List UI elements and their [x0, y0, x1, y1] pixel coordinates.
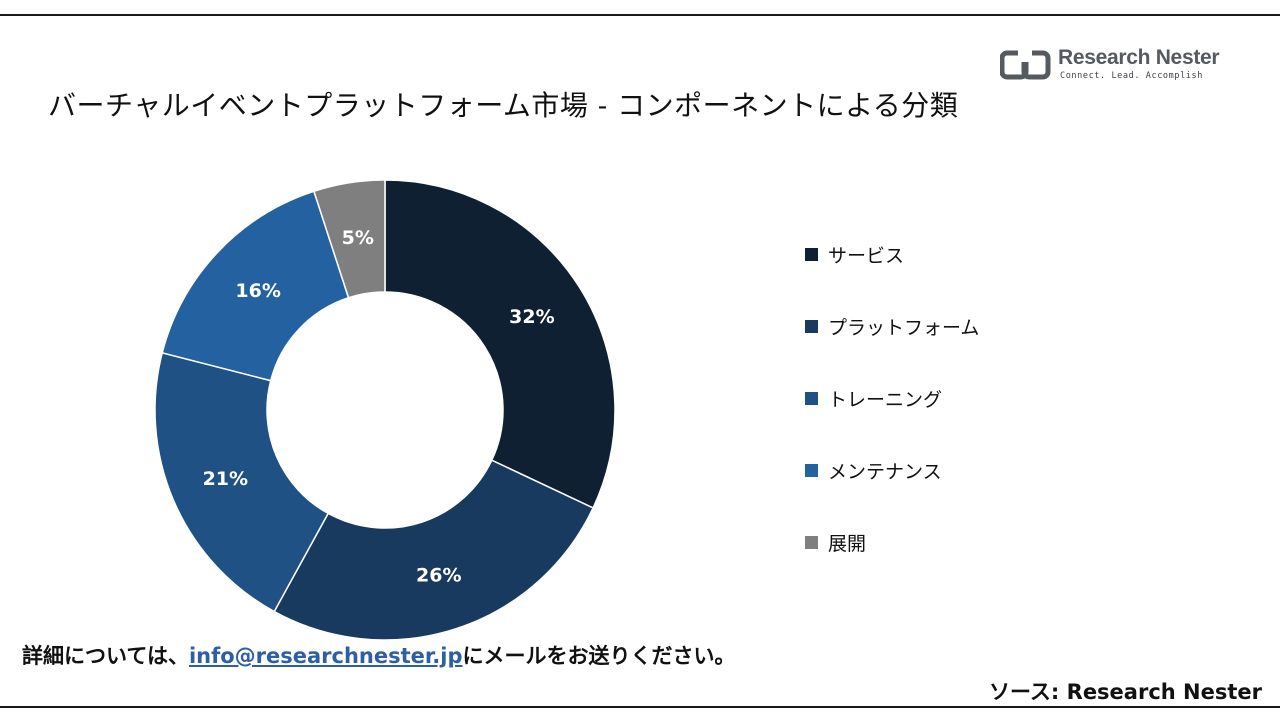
legend-item: トレーニング: [805, 382, 942, 414]
contact-line: 詳細については、info@researchnester.jpにメールをお送りくだ…: [22, 640, 735, 670]
slice-value-label: 5%: [342, 227, 374, 249]
legend-swatch: [805, 535, 818, 549]
slice-value-label: 21%: [203, 468, 248, 490]
legend-label: 展開: [828, 532, 867, 555]
donut-slice-3: [154, 351, 330, 613]
source-credit: ソース: Research Nester: [988, 680, 1262, 704]
chart-title: バーチャルイベントプラットフォーム市場 - コンポーネントによる分類: [48, 89, 959, 122]
donut-chart: 32% 26% 21% 16% 5%: [154, 179, 616, 641]
legend-label: メンテナンス: [828, 460, 942, 483]
slice-value-label: 26%: [416, 564, 461, 586]
legend-swatch: [805, 247, 818, 261]
logo-tagline: Connect. Lead. Accomplish: [1060, 71, 1203, 81]
legend-swatch: [805, 463, 818, 477]
legend-item: サービス: [805, 238, 904, 270]
logo-mark-icon: [1000, 50, 1051, 80]
research-nester-logo: Research Nester Connect. Lead. Accomplis…: [1000, 46, 1220, 86]
donut-slice-4: [161, 190, 350, 382]
bottom-divider: [0, 706, 1280, 708]
donut-slice-1: [384, 179, 616, 509]
legend-item: 展開: [805, 526, 866, 558]
legend-item: メンテナンス: [805, 454, 942, 486]
donut-slice-5: [312, 179, 386, 299]
slice-value-label: 16%: [235, 280, 280, 302]
legend-label: トレーニング: [828, 388, 943, 411]
contact-email-link[interactable]: info@researchnester.jp: [188, 644, 463, 668]
logo-name: Research Nester: [1058, 46, 1220, 69]
legend-swatch: [805, 319, 818, 333]
legend-item: プラットフォーム: [805, 310, 979, 342]
contact-prefix: 詳細については、: [22, 644, 189, 668]
slice-value-label: 32%: [509, 306, 554, 328]
legend-swatch: [805, 391, 818, 405]
contact-suffix: にメールをお送りください。: [462, 644, 736, 668]
legend-label: サービス: [828, 244, 905, 267]
donut-slice-2: [273, 459, 595, 641]
legend-label: プラットフォーム: [828, 316, 980, 339]
top-divider: [0, 14, 1280, 16]
